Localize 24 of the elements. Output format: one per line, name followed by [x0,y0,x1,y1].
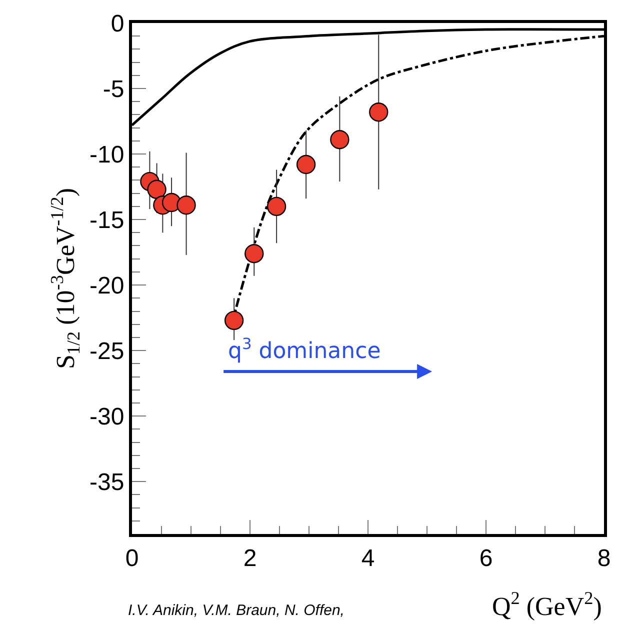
y-tick-label: -25 [90,338,124,365]
line-series [132,28,604,126]
point [266,196,286,216]
point [224,310,244,330]
point [244,244,264,264]
x-tick-label: 2 [243,544,257,572]
point [296,154,316,174]
x-axis-title: Q$^{2}$ (GeV$^{2}$) [492,588,602,621]
point [330,130,350,150]
text: I.V. Anikin, V.M. Braun, N. Offen, [128,602,344,619]
point [176,196,196,215]
point [147,180,166,199]
y-tick-label: -35 [90,468,124,496]
x-tick-label: 6 [479,544,493,572]
x-tick-label: 8 [597,544,611,572]
y-tick-label: -10 [90,141,124,168]
y-tick-label: -15 [90,206,124,234]
y-tick-label: -5 [102,76,124,103]
y-tick-label: 0 [110,10,124,38]
point [369,102,388,122]
y-tick-label: -30 [90,403,124,430]
x-tick-label: 4 [361,544,375,572]
annotation: q$^{3}$ dominance [228,335,381,364]
y-tick-label: -20 [90,272,124,300]
